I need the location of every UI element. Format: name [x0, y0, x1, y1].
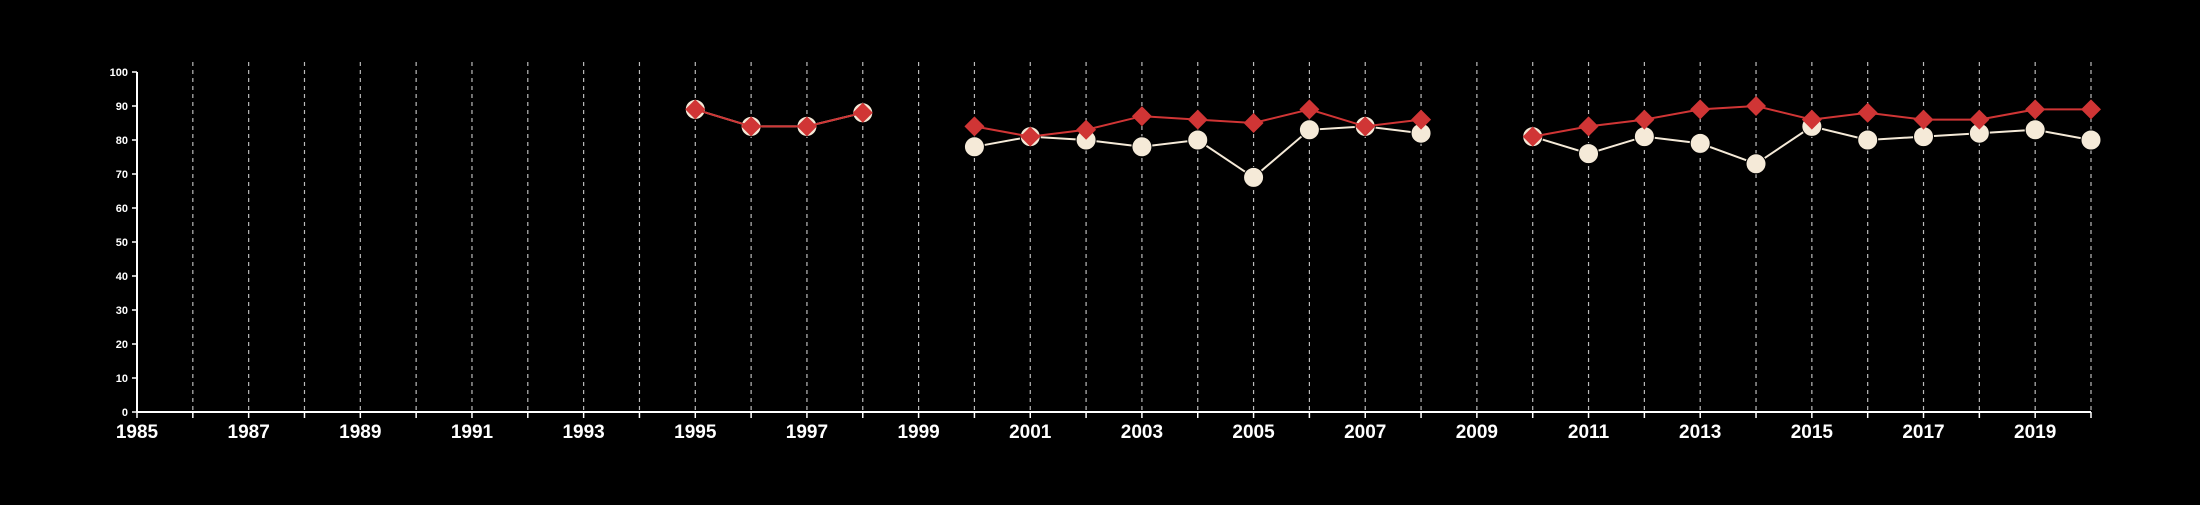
circle-point-2011: [1578, 143, 1600, 165]
diamond-point-1998: [852, 102, 873, 123]
diamond-point-2003: [1131, 106, 1152, 127]
circle-point-2004: [1187, 129, 1209, 151]
x-tick-label-1987: 1987: [228, 422, 270, 443]
circle-point-2013: [1689, 132, 1711, 154]
diamond-point-2007: [1355, 116, 1376, 137]
circle-point-2006: [1298, 119, 1320, 141]
diamond-point-2006: [1299, 99, 1320, 120]
circle-point-2005: [1243, 166, 1265, 188]
x-tick-label-1999: 1999: [897, 422, 939, 443]
series-layer: [684, 96, 2102, 188]
y-tick-label-20: 20: [116, 339, 128, 351]
diamond-point-2014: [1746, 96, 1767, 116]
y-tick-label-80: 80: [116, 135, 128, 147]
y-tick-label-50: 50: [116, 237, 128, 249]
x-tick-label-1995: 1995: [674, 422, 717, 443]
diamond-point-2013: [1690, 99, 1711, 120]
diamond-point-2015: [1801, 109, 1822, 130]
diamond-point-1996: [741, 116, 762, 137]
x-tick-label-2017: 2017: [1902, 422, 1944, 443]
diamond-point-1997: [796, 116, 817, 137]
x-tick-label-2011: 2011: [1568, 422, 1610, 443]
series-diamond-line-segment-0: [694, 108, 864, 128]
y-tick-label-70: 70: [116, 169, 128, 181]
x-tick-label-2013: 2013: [1679, 422, 1721, 443]
x-tick-label-2009: 2009: [1456, 422, 1498, 443]
circle-point-2003: [1131, 136, 1153, 158]
diamond-point-2019: [2025, 99, 2046, 120]
diamond-point-2020: [2081, 99, 2101, 120]
diamond-point-2001: [1020, 126, 1041, 147]
diamond-point-1995: [685, 99, 706, 120]
x-tick-label-1993: 1993: [562, 422, 604, 443]
y-tick-label-60: 60: [116, 203, 128, 215]
x-tick-label-2007: 2007: [1344, 422, 1386, 443]
series-diamond: [685, 96, 2101, 147]
x-tick-label-1991: 1991: [451, 422, 494, 443]
diamond-point-2004: [1187, 109, 1208, 130]
circle-point-2020: [2080, 129, 2102, 151]
x-tick-label-1989: 1989: [339, 422, 381, 443]
diamond-point-2000: [964, 116, 985, 137]
x-tick-label-2003: 2003: [1121, 422, 1163, 443]
x-tick-label-2005: 2005: [1232, 422, 1275, 443]
x-tick-label-1997: 1997: [786, 422, 828, 443]
circle-point-2016: [1857, 129, 1879, 151]
diamond-point-2005: [1243, 113, 1264, 133]
diamond-point-2012: [1634, 109, 1655, 130]
y-tick-label-10: 10: [116, 373, 128, 385]
circle-point-2000: [963, 136, 985, 158]
diamond-point-2018: [1969, 109, 1990, 130]
y-tick-label-90: 90: [116, 101, 128, 113]
x-tick-label-2001: 2001: [1009, 422, 1052, 443]
y-tick-label-100: 100: [110, 67, 128, 79]
axis-layer: 0 10 20 30 40 50 60 70 80 90 100 1985 1987 1989 1991 19…: [110, 67, 2092, 443]
diamond-point-2016: [1857, 102, 1878, 123]
x-tick-label-2019: 2019: [2014, 422, 2056, 443]
circle-point-2019: [2024, 119, 2046, 141]
diamond-point-2008: [1411, 109, 1432, 130]
y-tick-label-0: 0: [122, 407, 128, 419]
y-tick-label-40: 40: [116, 271, 128, 283]
circle-point-2014: [1745, 153, 1767, 175]
diamond-point-2017: [1913, 109, 1934, 130]
diamond-point-2010: [1522, 126, 1543, 147]
x-tick-label-1985: 1985: [116, 422, 159, 443]
x-tick-label-2015: 2015: [1791, 422, 1834, 443]
y-tick-label-30: 30: [116, 305, 128, 317]
diamond-point-2002: [1076, 119, 1097, 140]
diamond-point-2011: [1578, 116, 1599, 137]
